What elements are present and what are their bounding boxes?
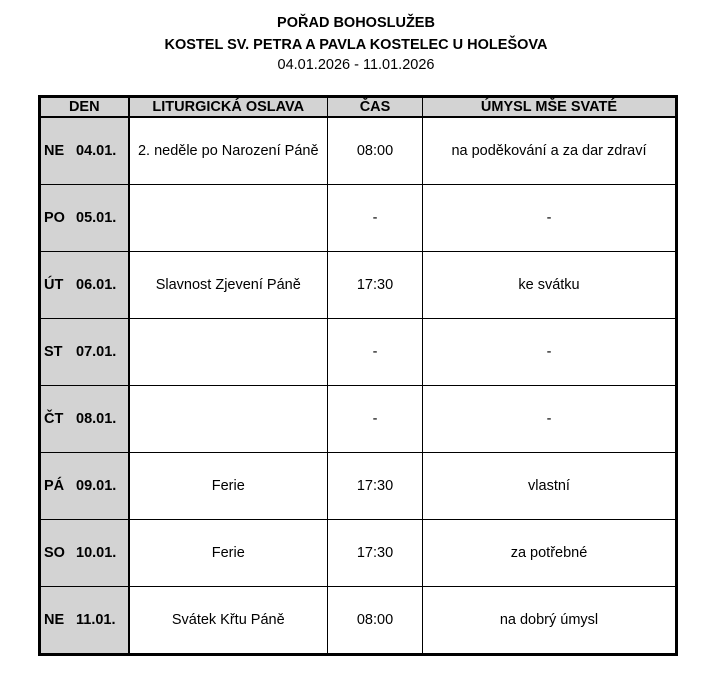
table-row: ČT 08.01. - -	[39, 385, 677, 453]
day-cell: ČT 08.01.	[39, 385, 130, 453]
weekday: NE	[44, 142, 65, 159]
time-cell: 17:30	[327, 251, 423, 319]
celebration-cell	[128, 385, 328, 453]
intention-cell: -	[422, 184, 677, 252]
time-cell: -	[327, 184, 423, 252]
column-header-intention: ÚMYSL MŠE SVATÉ	[422, 96, 677, 118]
celebration-cell: Slavnost Zjevení Páně	[128, 251, 328, 319]
celebration-cell	[128, 184, 328, 252]
celebration-cell: Ferie	[128, 519, 328, 587]
table-row: NE 11.01. Svátek Křtu Páně 08:00 na dobrý…	[39, 586, 677, 655]
date: 05.01.	[76, 209, 117, 226]
day-cell: NE 04.01.	[39, 116, 130, 185]
celebration-cell: 2. neděle po Narození Páně	[128, 116, 328, 185]
intention-cell: na dobrý úmysl	[422, 586, 677, 655]
time-cell: 17:30	[327, 519, 423, 587]
intention-cell: -	[422, 318, 677, 386]
table-row: NE 04.01. 2. neděle po Narození Páně 08:0…	[39, 116, 677, 185]
table-row: PO 05.01. - -	[39, 184, 677, 252]
intention-cell: na poděkování a za dar zdraví	[422, 116, 677, 185]
day-cell: NE 11.01.	[39, 586, 130, 655]
time-cell: -	[327, 318, 423, 386]
day-cell: PO 05.01.	[39, 184, 130, 252]
document-title: POŘAD BOHOSLUŽEB	[277, 15, 435, 31]
intention-cell: ke svátku	[422, 251, 677, 319]
intention-cell: -	[422, 385, 677, 453]
celebration-cell: Ferie	[128, 452, 328, 520]
day-cell: ÚT 06.01.	[39, 251, 130, 319]
table-row: SO 10.01. Ferie 17:30 za potřebné	[39, 519, 677, 587]
weekday: ÚT	[44, 276, 64, 293]
time-cell: 08:00	[327, 586, 423, 655]
celebration-cell: Svátek Křtu Páně	[128, 586, 328, 655]
column-header-day: DEN	[39, 96, 130, 118]
day-cell: PÁ 09.01.	[39, 452, 130, 520]
date: 11.01.	[76, 611, 116, 628]
weekday: NE	[44, 611, 65, 628]
church-name: KOSTEL SV. PETRA A PAVLA KOSTELEC U HOLE…	[164, 37, 548, 53]
date: 08.01.	[76, 410, 117, 427]
intention-cell: za potřebné	[422, 519, 677, 587]
table-row: PÁ 09.01. Ferie 17:30 vlastní	[39, 452, 677, 520]
intention-cell: vlastní	[422, 452, 677, 520]
time-cell: 17:30	[327, 452, 423, 520]
day-cell: SO 10.01.	[39, 519, 130, 587]
weekday: PO	[44, 209, 65, 226]
day-cell: ST 07.01.	[39, 318, 130, 386]
date: 09.01.	[76, 477, 117, 494]
column-header-celebration: LITURGICKÁ OSLAVA	[128, 96, 328, 118]
date-range: 04.01.2026 - 11.01.2026	[277, 57, 435, 73]
table-row: ST 07.01. - -	[39, 318, 677, 386]
date: 06.01.	[76, 276, 117, 293]
date: 07.01.	[76, 343, 117, 360]
time-cell: -	[327, 385, 423, 453]
weekday: PÁ	[44, 477, 65, 494]
date: 10.01.	[76, 544, 117, 561]
schedule-table: DEN LITURGICKÁ OSLAVA ČAS ÚMYSL MŠE SVAT…	[38, 95, 678, 656]
header-row: DEN LITURGICKÁ OSLAVA ČAS ÚMYSL MŠE SVAT…	[39, 96, 677, 118]
weekday: ST	[44, 343, 63, 360]
weekday: SO	[44, 544, 65, 561]
weekday: ČT	[44, 410, 64, 427]
column-header-time: ČAS	[327, 96, 423, 118]
celebration-cell	[128, 318, 328, 386]
date: 04.01.	[76, 142, 117, 159]
table-row: ÚT 06.01. Slavnost Zjevení Páně 17:30 ke …	[39, 251, 677, 319]
time-cell: 08:00	[327, 116, 423, 185]
